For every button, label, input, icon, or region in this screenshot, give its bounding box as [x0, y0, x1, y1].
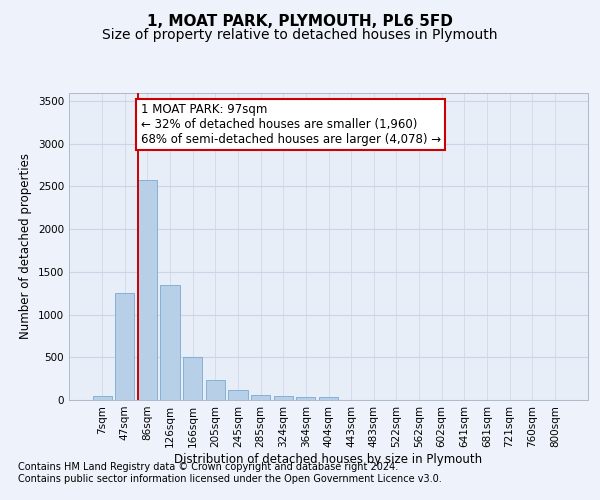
- Bar: [183, 358, 202, 400]
- Text: 1, MOAT PARK, PLYMOUTH, PL6 5FD: 1, MOAT PARK, PLYMOUTH, PL6 5FD: [147, 14, 453, 29]
- Text: Size of property relative to detached houses in Plymouth: Size of property relative to detached ho…: [102, 28, 498, 42]
- Bar: [229, 390, 248, 400]
- Bar: [138, 180, 157, 400]
- Bar: [206, 380, 225, 400]
- Bar: [92, 396, 112, 400]
- Bar: [251, 396, 270, 400]
- Bar: [115, 293, 134, 400]
- Text: 1 MOAT PARK: 97sqm
← 32% of detached houses are smaller (1,960)
68% of semi-deta: 1 MOAT PARK: 97sqm ← 32% of detached hou…: [140, 103, 440, 146]
- Y-axis label: Number of detached properties: Number of detached properties: [19, 153, 32, 339]
- Text: Contains public sector information licensed under the Open Government Licence v3: Contains public sector information licen…: [18, 474, 442, 484]
- Bar: [319, 397, 338, 400]
- Bar: [160, 284, 180, 400]
- Bar: [274, 396, 293, 400]
- Bar: [296, 398, 316, 400]
- Text: Contains HM Land Registry data © Crown copyright and database right 2024.: Contains HM Land Registry data © Crown c…: [18, 462, 398, 472]
- X-axis label: Distribution of detached houses by size in Plymouth: Distribution of detached houses by size …: [175, 452, 482, 466]
